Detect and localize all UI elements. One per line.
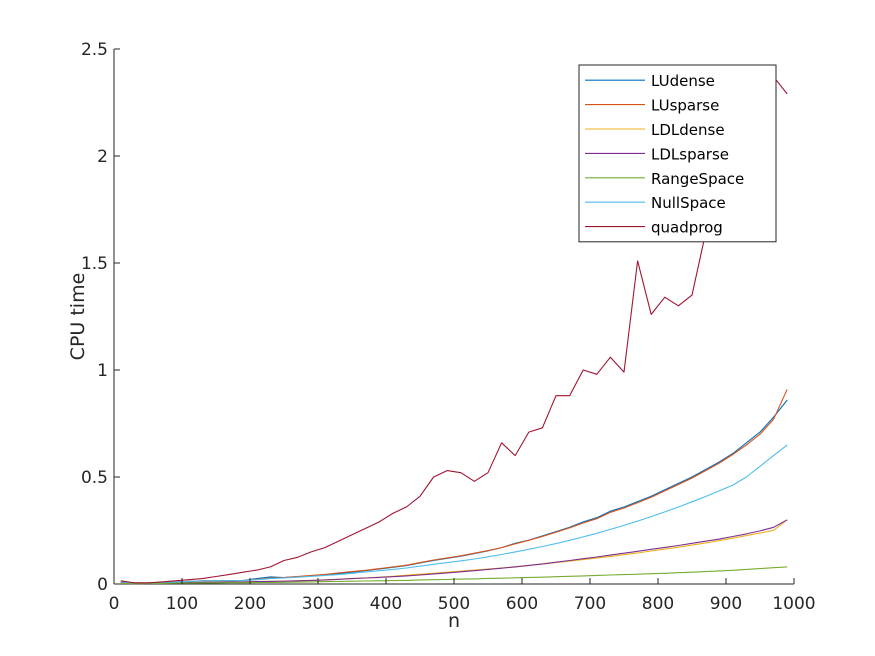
- legend-entry: NullSpace: [651, 194, 726, 212]
- series-line-ldlsparse: [120, 519, 788, 584]
- x-tick-label: 600: [506, 594, 538, 614]
- x-tick-label: 800: [642, 594, 674, 614]
- x-tick-label: 400: [370, 594, 402, 614]
- y-axis-ticks: 0 0.5 1 1.5 2 2.5: [81, 40, 120, 595]
- x-axis-label: n: [448, 610, 460, 632]
- x-tick-label: 300: [302, 594, 334, 614]
- series-line-ldldense: [120, 519, 788, 584]
- y-axis-label: CPU time: [67, 273, 89, 361]
- x-tick-label: 500: [438, 594, 470, 614]
- y-tick-label: 0: [97, 575, 108, 595]
- series-line-lusparse: [120, 389, 788, 584]
- x-tick-label: 200: [234, 594, 266, 614]
- legend-entry: LDLsparse: [651, 145, 729, 163]
- y-tick-label: 2: [97, 147, 108, 167]
- series-line-nullspace: [120, 444, 788, 584]
- legend: LUdense LUsparse LDLdense LDLsparse RangeSpa…: [578, 64, 777, 243]
- y-tick-label: 1: [97, 361, 108, 381]
- x-tick-label: 0: [109, 594, 120, 614]
- x-tick-label: 700: [574, 594, 606, 614]
- x-axis-ticks: 0 100 200 300 400 500 600 700 800 900 1000: [109, 578, 816, 614]
- series-line-quadprog: [120, 76, 788, 584]
- x-tick-label: 1000: [772, 594, 815, 614]
- series-line-ludense: [120, 399, 788, 584]
- x-tick-label: 900: [710, 594, 742, 614]
- legend-entry: LDLdense: [651, 121, 725, 139]
- legend-entry: LUdense: [651, 72, 715, 90]
- series-lines: [120, 76, 788, 585]
- legend-entry: RangeSpace: [651, 170, 744, 188]
- legend-entry: quadprog: [651, 219, 723, 237]
- y-tick-label: 2.5: [81, 40, 108, 60]
- y-tick-label: 1.5: [81, 254, 108, 274]
- legend-entry: LUsparse: [651, 97, 719, 115]
- x-tick-label: 100: [166, 594, 198, 614]
- y-tick-label: 0.5: [81, 468, 108, 488]
